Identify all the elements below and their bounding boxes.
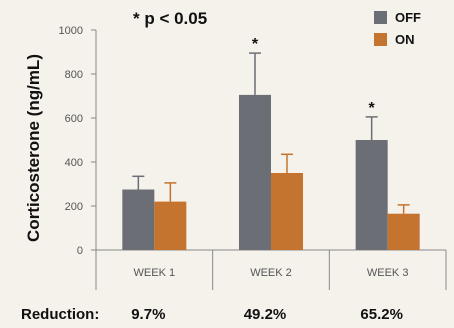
legend-swatch-on: [374, 33, 387, 46]
legend-label-off: OFF: [395, 10, 421, 25]
legend-swatch-off: [374, 11, 387, 24]
reduction-value: 65.2%: [360, 306, 403, 323]
category-label: WEEK 1: [134, 267, 176, 279]
bar-on-2: [271, 173, 303, 250]
significance-marks: **: [252, 36, 376, 117]
reduction-value: 49.2%: [244, 306, 287, 323]
reduction-label: Reduction:: [21, 306, 99, 323]
category-label: WEEK 3: [367, 267, 409, 279]
reduction-value: 9.7%: [131, 306, 165, 323]
y-ticks: 0 200 400 600 800 1000: [59, 25, 96, 257]
bar-on-1: [154, 201, 187, 250]
legend: OFF ON: [374, 10, 421, 47]
bar-off-1: [122, 189, 155, 250]
bars: [122, 94, 420, 251]
category-label: WEEK 2: [250, 267, 292, 279]
y-tick-label: 1000: [59, 25, 83, 37]
reduction-row: Reduction: 9.7% 49.2% 65.2%: [21, 306, 403, 323]
bar-off-3: [355, 140, 388, 250]
significance-star: *: [369, 100, 376, 117]
y-tick-label: 0: [77, 245, 83, 257]
y-tick-label: 800: [65, 69, 83, 81]
bar-off-2: [239, 94, 271, 251]
error-bars: [132, 52, 410, 214]
y-tick-label: 200: [65, 201, 83, 213]
y-axis-label: Corticosterone (ng/mL): [24, 54, 43, 242]
y-tick-label: 400: [65, 157, 83, 169]
y-tick-label: 600: [65, 113, 83, 125]
category-labels: WEEK 1 WEEK 2 WEEK 3: [134, 267, 409, 279]
legend-label-on: ON: [395, 32, 415, 47]
bar-on-3: [387, 213, 420, 250]
significance-star: *: [252, 36, 259, 53]
significance-note: * p < 0.05: [133, 9, 207, 28]
